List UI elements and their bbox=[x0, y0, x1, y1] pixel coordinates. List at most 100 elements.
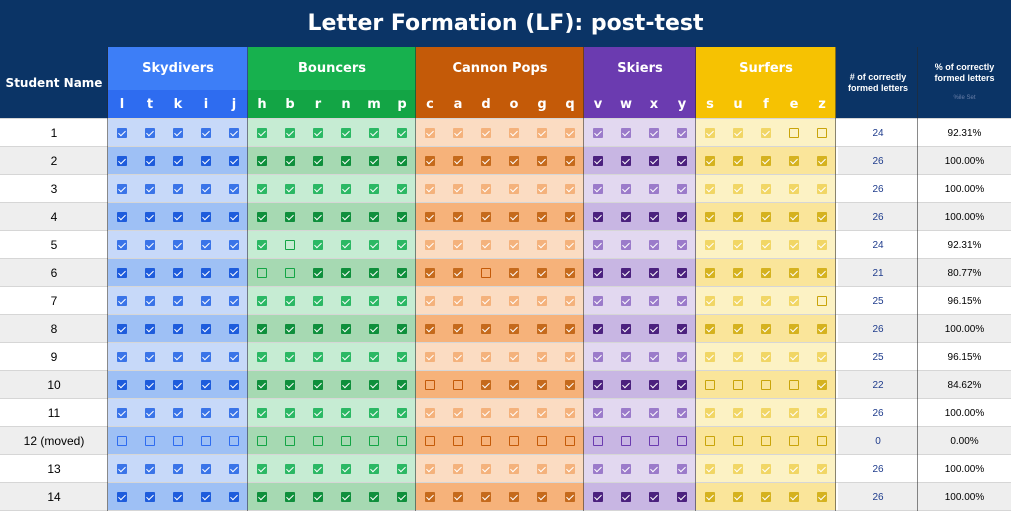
checkbox-checked[interactable] bbox=[537, 408, 547, 418]
checkbox-checked[interactable] bbox=[173, 408, 183, 418]
checkbox-checked[interactable] bbox=[201, 492, 211, 502]
checkbox-checked[interactable] bbox=[789, 296, 799, 306]
checkbox-unchecked[interactable] bbox=[789, 436, 799, 446]
checkbox-checked[interactable] bbox=[397, 156, 407, 166]
checkbox-checked[interactable] bbox=[117, 268, 127, 278]
checkbox-checked[interactable] bbox=[201, 380, 211, 390]
checkbox-checked[interactable] bbox=[397, 240, 407, 250]
checkbox-checked[interactable] bbox=[565, 128, 575, 138]
checkbox-checked[interactable] bbox=[761, 156, 771, 166]
checkbox-checked[interactable] bbox=[201, 464, 211, 474]
checkbox-checked[interactable] bbox=[369, 212, 379, 222]
checkbox-checked[interactable] bbox=[481, 464, 491, 474]
checkbox-checked[interactable] bbox=[201, 156, 211, 166]
checkbox-checked[interactable] bbox=[341, 324, 351, 334]
checkbox-checked[interactable] bbox=[117, 128, 127, 138]
checkbox-checked[interactable] bbox=[285, 212, 295, 222]
checkbox-checked[interactable] bbox=[201, 296, 211, 306]
checkbox-checked[interactable] bbox=[117, 408, 127, 418]
checkbox-checked[interactable] bbox=[677, 268, 687, 278]
checkbox-checked[interactable] bbox=[425, 156, 435, 166]
checkbox-checked[interactable] bbox=[397, 324, 407, 334]
checkbox-checked[interactable] bbox=[789, 268, 799, 278]
checkbox-checked[interactable] bbox=[173, 268, 183, 278]
checkbox-unchecked[interactable] bbox=[537, 436, 547, 446]
checkbox-checked[interactable] bbox=[397, 352, 407, 362]
checkbox-checked[interactable] bbox=[313, 156, 323, 166]
checkbox-checked[interactable] bbox=[285, 184, 295, 194]
checkbox-unchecked[interactable] bbox=[285, 268, 295, 278]
checkbox-unchecked[interactable] bbox=[257, 268, 267, 278]
checkbox-checked[interactable] bbox=[509, 240, 519, 250]
checkbox-checked[interactable] bbox=[201, 128, 211, 138]
checkbox-checked[interactable] bbox=[341, 464, 351, 474]
checkbox-checked[interactable] bbox=[117, 324, 127, 334]
checkbox-checked[interactable] bbox=[593, 128, 603, 138]
checkbox-checked[interactable] bbox=[481, 492, 491, 502]
checkbox-checked[interactable] bbox=[369, 128, 379, 138]
checkbox-checked[interactable] bbox=[341, 212, 351, 222]
checkbox-checked[interactable] bbox=[229, 296, 239, 306]
checkbox-checked[interactable] bbox=[733, 212, 743, 222]
checkbox-unchecked[interactable] bbox=[341, 436, 351, 446]
checkbox-checked[interactable] bbox=[453, 268, 463, 278]
checkbox-checked[interactable] bbox=[425, 128, 435, 138]
checkbox-checked[interactable] bbox=[649, 268, 659, 278]
checkbox-checked[interactable] bbox=[817, 184, 827, 194]
checkbox-checked[interactable] bbox=[565, 156, 575, 166]
checkbox-unchecked[interactable] bbox=[705, 436, 715, 446]
checkbox-checked[interactable] bbox=[705, 492, 715, 502]
checkbox-checked[interactable] bbox=[481, 408, 491, 418]
checkbox-checked[interactable] bbox=[369, 296, 379, 306]
checkbox-checked[interactable] bbox=[621, 492, 631, 502]
checkbox-checked[interactable] bbox=[789, 492, 799, 502]
checkbox-checked[interactable] bbox=[285, 464, 295, 474]
checkbox-unchecked[interactable] bbox=[229, 436, 239, 446]
checkbox-checked[interactable] bbox=[621, 380, 631, 390]
checkbox-checked[interactable] bbox=[649, 240, 659, 250]
checkbox-checked[interactable] bbox=[173, 296, 183, 306]
checkbox-unchecked[interactable] bbox=[453, 380, 463, 390]
checkbox-checked[interactable] bbox=[705, 240, 715, 250]
checkbox-unchecked[interactable] bbox=[621, 436, 631, 446]
checkbox-checked[interactable] bbox=[649, 156, 659, 166]
checkbox-checked[interactable] bbox=[117, 156, 127, 166]
checkbox-checked[interactable] bbox=[229, 492, 239, 502]
checkbox-checked[interactable] bbox=[257, 324, 267, 334]
checkbox-checked[interactable] bbox=[593, 324, 603, 334]
checkbox-checked[interactable] bbox=[341, 296, 351, 306]
checkbox-checked[interactable] bbox=[677, 212, 687, 222]
checkbox-checked[interactable] bbox=[677, 464, 687, 474]
checkbox-checked[interactable] bbox=[565, 464, 575, 474]
checkbox-checked[interactable] bbox=[257, 492, 267, 502]
checkbox-checked[interactable] bbox=[397, 268, 407, 278]
checkbox-checked[interactable] bbox=[817, 380, 827, 390]
checkbox-checked[interactable] bbox=[509, 324, 519, 334]
checkbox-checked[interactable] bbox=[313, 184, 323, 194]
checkbox-checked[interactable] bbox=[341, 240, 351, 250]
checkbox-checked[interactable] bbox=[677, 156, 687, 166]
checkbox-unchecked[interactable] bbox=[565, 436, 575, 446]
checkbox-checked[interactable] bbox=[593, 212, 603, 222]
checkbox-checked[interactable] bbox=[341, 380, 351, 390]
checkbox-checked[interactable] bbox=[145, 128, 155, 138]
checkbox-checked[interactable] bbox=[649, 408, 659, 418]
checkbox-checked[interactable] bbox=[761, 268, 771, 278]
checkbox-checked[interactable] bbox=[481, 212, 491, 222]
checkbox-checked[interactable] bbox=[425, 268, 435, 278]
checkbox-checked[interactable] bbox=[453, 240, 463, 250]
checkbox-checked[interactable] bbox=[397, 128, 407, 138]
checkbox-checked[interactable] bbox=[257, 464, 267, 474]
checkbox-checked[interactable] bbox=[621, 128, 631, 138]
checkbox-checked[interactable] bbox=[117, 352, 127, 362]
checkbox-checked[interactable] bbox=[481, 184, 491, 194]
checkbox-checked[interactable] bbox=[257, 380, 267, 390]
checkbox-checked[interactable] bbox=[173, 352, 183, 362]
checkbox-checked[interactable] bbox=[621, 268, 631, 278]
checkbox-checked[interactable] bbox=[173, 128, 183, 138]
checkbox-unchecked[interactable] bbox=[761, 436, 771, 446]
checkbox-checked[interactable] bbox=[369, 184, 379, 194]
checkbox-checked[interactable] bbox=[229, 380, 239, 390]
checkbox-unchecked[interactable] bbox=[817, 128, 827, 138]
checkbox-unchecked[interactable] bbox=[425, 436, 435, 446]
